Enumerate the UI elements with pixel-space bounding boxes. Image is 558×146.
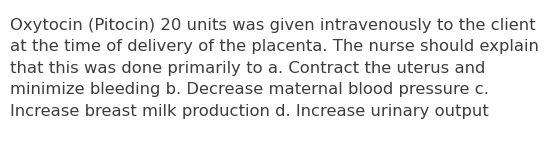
Text: Oxytocin (Pitocin) 20 units was given intravenously to the client
at the time of: Oxytocin (Pitocin) 20 units was given in… [10, 18, 539, 119]
